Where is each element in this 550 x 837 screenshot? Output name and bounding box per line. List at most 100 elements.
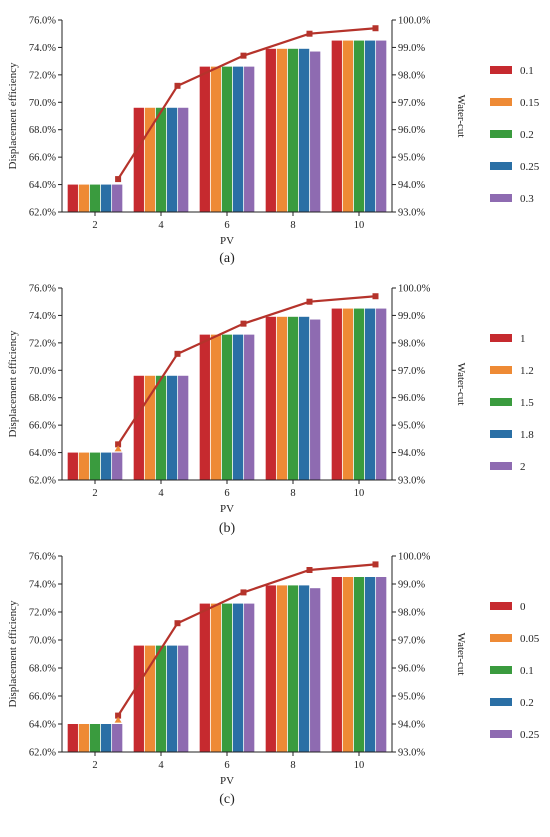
x-tick-label: 8 [290, 488, 295, 499]
legend-swatch-0.05 [490, 634, 512, 642]
x-tick-label: 10 [354, 488, 365, 499]
y-axis-label: Displacement efficiency [7, 600, 19, 707]
water-cut-marker-2 [240, 52, 247, 59]
y2-tick-label: 95.0% [398, 692, 425, 703]
x-tick-label: 2 [92, 220, 97, 231]
bar-0.05-pv8 [276, 585, 288, 752]
bar-2-pv4 [178, 375, 189, 480]
legend-label: 0.25 [520, 729, 540, 741]
y-tick-label: 70.0% [29, 98, 56, 109]
bar-2-pv2 [112, 452, 123, 480]
bar-0.3-pv8 [310, 51, 321, 212]
legend-swatch-1.5 [490, 398, 512, 406]
bar-0.25-pv2 [112, 724, 123, 752]
water-cut-marker-4 [372, 561, 379, 568]
bar-0.2-pv10 [353, 40, 365, 212]
y2-tick-label: 95.0% [398, 421, 425, 432]
y-tick-label: 66.0% [29, 153, 56, 164]
water-cut-marker-2 [240, 589, 247, 596]
bar-2-pv8 [310, 319, 321, 480]
bar-2-pv6 [244, 334, 255, 480]
y-tick-label: 76.0% [29, 552, 56, 563]
bar-1.2-pv4 [144, 375, 156, 480]
bar-1.2-pv6 [210, 334, 222, 480]
legend-swatch-0.3 [490, 194, 512, 202]
bar-1.8-pv8 [298, 316, 310, 480]
bar-1.5-pv10 [353, 308, 365, 480]
legend-label: 0.3 [520, 193, 534, 205]
bar-0.1-pv2 [89, 724, 101, 752]
bar-0.1-pv8 [287, 585, 299, 752]
legend-label: 1 [520, 333, 526, 345]
bar-0.2-pv2 [100, 724, 112, 752]
y-tick-label: 68.0% [29, 393, 56, 404]
water-cut-marker-0 [115, 712, 122, 719]
legend-swatch-1.2 [490, 366, 512, 374]
y2-tick-label: 94.0% [398, 180, 425, 191]
legend-swatch-0.25 [490, 162, 512, 170]
water-cut-marker-2 [240, 320, 247, 327]
y2-tick-label: 99.0% [398, 580, 425, 591]
y2-tick-label: 100.0% [398, 16, 431, 27]
y2-tick-label: 97.0% [398, 366, 425, 377]
y2-tick-label: 97.0% [398, 98, 425, 109]
bar-0.3-pv10 [376, 40, 387, 212]
bar-0.25-pv8 [298, 48, 310, 212]
bar-0.2-pv8 [298, 585, 310, 752]
y-tick-label: 70.0% [29, 366, 56, 377]
y2-tick-label: 98.0% [398, 338, 425, 349]
x-tick-label: 6 [224, 760, 229, 771]
y2-tick-label: 93.0% [398, 476, 425, 487]
y-tick-label: 68.0% [29, 125, 56, 136]
bar-0.05-pv4 [144, 645, 156, 752]
legend-swatch-0.1 [490, 666, 512, 674]
water-cut-marker-4 [372, 293, 379, 300]
y2-tick-label: 93.0% [398, 748, 425, 759]
bar-0.1-pv6 [199, 66, 210, 212]
y-tick-label: 70.0% [29, 636, 56, 647]
y2-tick-label: 99.0% [398, 311, 425, 322]
x-tick-label: 10 [354, 760, 365, 771]
y-tick-label: 72.0% [29, 70, 56, 81]
legend-label: 0.15 [520, 97, 540, 109]
y2-tick-label: 96.0% [398, 664, 425, 675]
panel-label: (a) [219, 251, 235, 266]
bar-0.05-pv6 [210, 603, 222, 752]
water-cut-marker-3 [306, 30, 313, 37]
legend-swatch-0.2 [490, 698, 512, 706]
bar-0.2-pv8 [287, 48, 299, 212]
y-tick-label: 64.0% [29, 720, 56, 731]
x-tick-label: 8 [290, 760, 295, 771]
bar-0-pv2 [67, 724, 78, 752]
y-tick-label: 74.0% [29, 43, 56, 54]
panel-label: (b) [219, 521, 236, 536]
bar-0.25-pv2 [100, 184, 112, 212]
bar-0.3-pv4 [178, 107, 189, 212]
bar-0.25-pv10 [364, 40, 376, 212]
legend-swatch-0.1 [490, 66, 512, 74]
bar-1.8-pv2 [100, 452, 112, 480]
bar-1.8-pv10 [364, 308, 376, 480]
bar-0.15-pv4 [144, 107, 156, 212]
y-tick-label: 72.0% [29, 608, 56, 619]
legend-label: 1.5 [520, 397, 534, 409]
y-tick-label: 68.0% [29, 664, 56, 675]
bar-0.25-pv10 [376, 577, 387, 752]
water-cut-marker-3 [306, 298, 313, 305]
y2-tick-label: 96.0% [398, 125, 425, 136]
bar-1.8-pv4 [166, 375, 178, 480]
y2-tick-label: 98.0% [398, 70, 425, 81]
legend-swatch-2 [490, 462, 512, 470]
bar-1.5-pv4 [155, 375, 167, 480]
y-tick-label: 74.0% [29, 580, 56, 591]
x-tick-label: 4 [158, 760, 164, 771]
legend-swatch-1 [490, 334, 512, 342]
x-axis-label: PV [220, 775, 234, 787]
legend-swatch-1.8 [490, 430, 512, 438]
bar-0.3-pv2 [112, 184, 123, 212]
bar-0.1-pv10 [353, 577, 365, 752]
bar-0.25-pv4 [178, 645, 189, 752]
y-tick-label: 64.0% [29, 448, 56, 459]
panel-label: (c) [219, 792, 235, 807]
bar-1-pv2 [67, 452, 78, 480]
